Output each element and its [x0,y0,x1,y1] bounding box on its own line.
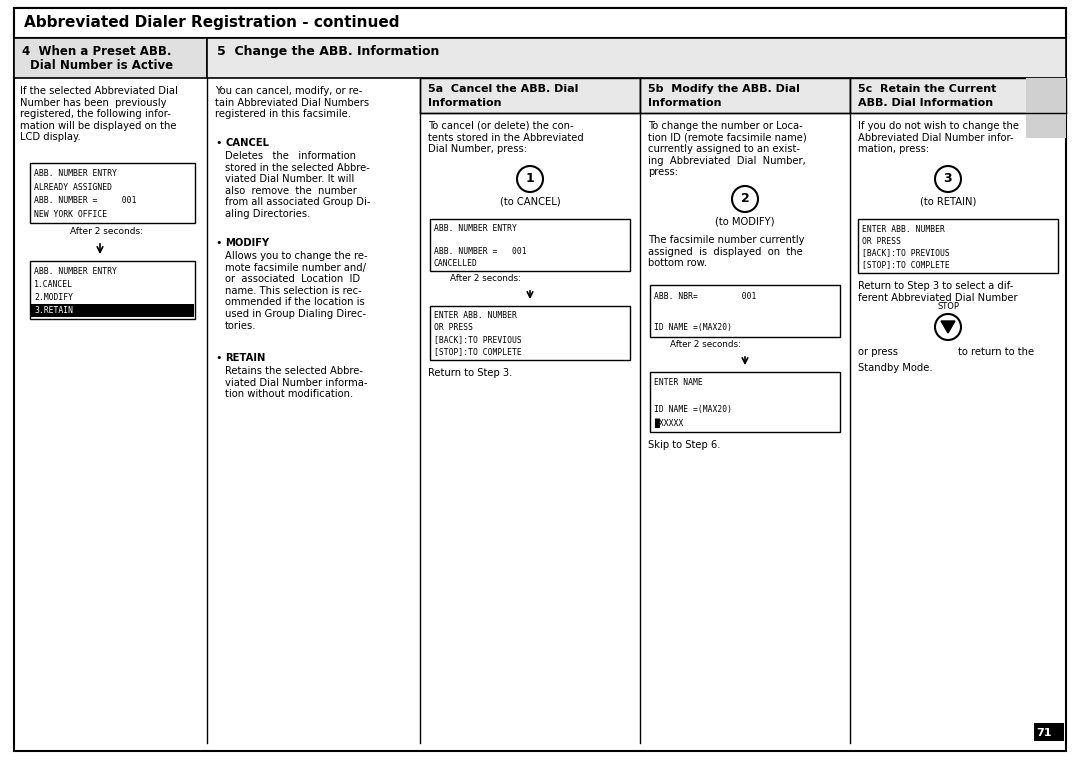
Text: 1.CANCEL: 1.CANCEL [33,280,73,289]
Bar [1034,723,1064,741]
Bar [430,219,630,271]
Text: Information: Information [428,98,501,108]
Text: 5c  Retain the Current: 5c Retain the Current [858,84,997,94]
Text: Standby Mode.: Standby Mode. [858,363,933,373]
Text: Deletes   the   information
stored in the selected Abbre-
viated Dial Number. It: Deletes the information stored in the se… [225,151,370,219]
Text: RETAIN: RETAIN [225,353,266,363]
Text: Return to Step 3.: Return to Step 3. [428,368,512,378]
Text: •: • [215,138,221,148]
Circle shape [935,166,961,192]
Text: ENTER NAME: ENTER NAME [654,378,703,388]
Text: OR PRESS: OR PRESS [434,324,473,333]
Text: ABB. NUMBER ENTRY: ABB. NUMBER ENTRY [434,224,517,233]
Text: 5b  Modify the ABB. Dial: 5b Modify the ABB. Dial [648,84,800,94]
Circle shape [517,166,543,192]
Text: You can cancel, modify, or re-
tain Abbreviated Dial Numbers
registered in this : You can cancel, modify, or re- tain Abbr… [215,86,369,119]
Text: •: • [215,353,221,363]
Text: 4  When a Preset ABB.: 4 When a Preset ABB. [22,45,172,58]
Text: 3.RETAIN: 3.RETAIN [33,306,73,315]
Text: Skip to Step 6.: Skip to Step 6. [648,440,720,450]
Text: NEW YORK OFFICE: NEW YORK OFFICE [33,210,107,219]
Text: ENTER ABB. NUMBER: ENTER ABB. NUMBER [862,224,945,233]
Text: 1: 1 [526,172,535,185]
Bar [420,78,640,113]
Text: Return to Step 3 to select a dif-: Return to Step 3 to select a dif- [858,281,1013,291]
Text: CANCELLED: CANCELLED [434,259,477,268]
Text: ferent Abbreviated Dial Number: ferent Abbreviated Dial Number [858,293,1017,303]
Text: ABB. NUMBER ENTRY: ABB. NUMBER ENTRY [33,169,117,179]
Text: [STOP]:TO COMPLETE: [STOP]:TO COMPLETE [434,347,522,356]
Text: ID NAME =(MAX20): ID NAME =(MAX20) [654,323,732,332]
Bar [1026,78,1066,138]
Text: After 2 seconds:: After 2 seconds: [70,227,143,236]
Text: 2.MODIFY: 2.MODIFY [33,293,73,302]
Bar [207,38,1066,78]
Text: [BACK]:TO PREVIOUS: [BACK]:TO PREVIOUS [434,336,522,345]
Text: 3: 3 [944,172,953,185]
Text: Abbreviated Dialer Registration - continued: Abbreviated Dialer Registration - contin… [24,15,400,31]
Text: If the selected Abbreviated Dial
Number has been  previously
registered, the fol: If the selected Abbreviated Dial Number … [21,86,178,143]
Text: to return to the: to return to the [958,347,1035,357]
Text: (to MODIFY): (to MODIFY) [715,216,774,226]
Text: ABB. NUMBER ENTRY: ABB. NUMBER ENTRY [33,267,117,276]
Bar [650,372,840,432]
Text: ABB. Dial Information: ABB. Dial Information [858,98,994,108]
Text: ABB. NBR=         001: ABB. NBR= 001 [654,292,756,301]
Text: 71: 71 [1036,728,1052,738]
Text: [STOP]:TO COMPLETE: [STOP]:TO COMPLETE [862,260,949,269]
Text: 2: 2 [741,192,750,205]
Bar [858,219,1058,273]
Text: (to CANCEL): (to CANCEL) [500,196,561,206]
Text: ABB. NUMBER =   001: ABB. NUMBER = 001 [434,247,527,256]
Text: [BACK]:TO PREVIOUS: [BACK]:TO PREVIOUS [862,249,949,257]
Text: MODIFY: MODIFY [225,238,269,248]
Bar [850,78,1066,113]
Text: (to RETAIN): (to RETAIN) [920,196,976,206]
Text: ENTER ABB. NUMBER: ENTER ABB. NUMBER [434,311,517,320]
Text: To change the number or Loca-
tion ID (remote facsimile name)
currently assigned: To change the number or Loca- tion ID (r… [648,121,807,178]
Bar [640,78,850,113]
Text: OR PRESS: OR PRESS [862,237,901,246]
Text: To cancel (or delete) the con-
tents stored in the Abbreviated
Dial Number, pres: To cancel (or delete) the con- tents sto… [428,121,584,154]
Text: Retains the selected Abbre-
viated Dial Number informa-
tion without modificatio: Retains the selected Abbre- viated Dial … [225,366,367,399]
Text: If you do not wish to change the
Abbreviated Dial Number infor-
mation, press:: If you do not wish to change the Abbrevi… [858,121,1020,154]
Text: Dial Number is Active: Dial Number is Active [30,59,173,72]
Text: •: • [215,238,221,248]
Bar [31,304,194,317]
Text: After 2 seconds:: After 2 seconds: [450,274,521,283]
Bar [14,8,1066,38]
Bar [30,261,195,319]
Text: or press: or press [858,347,897,357]
Text: 5a  Cancel the ABB. Dial: 5a Cancel the ABB. Dial [428,84,579,94]
Circle shape [732,186,758,212]
Circle shape [935,314,961,340]
Text: █XXXXX: █XXXXX [654,418,684,428]
Bar [430,306,630,360]
Text: ID NAME =(MAX20): ID NAME =(MAX20) [654,405,732,414]
Text: Information: Information [648,98,721,108]
Text: The facsimile number currently
assigned  is  displayed  on  the
bottom row.: The facsimile number currently assigned … [648,235,805,269]
Text: 5  Change the ABB. Information: 5 Change the ABB. Information [217,44,440,57]
Text: ALREADY ASSIGNED: ALREADY ASSIGNED [33,183,112,192]
Text: ABB. NUMBER =     001: ABB. NUMBER = 001 [33,196,136,205]
Bar [14,38,207,78]
Bar [650,285,840,337]
Text: Allows you to change the re-
mote facsimile number and/
or  associated  Location: Allows you to change the re- mote facsim… [225,251,367,330]
Bar [30,163,195,223]
Polygon shape [941,321,955,333]
Text: CANCEL: CANCEL [225,138,269,148]
Text: After 2 seconds:: After 2 seconds: [670,340,741,349]
Text: STOP: STOP [937,302,959,311]
